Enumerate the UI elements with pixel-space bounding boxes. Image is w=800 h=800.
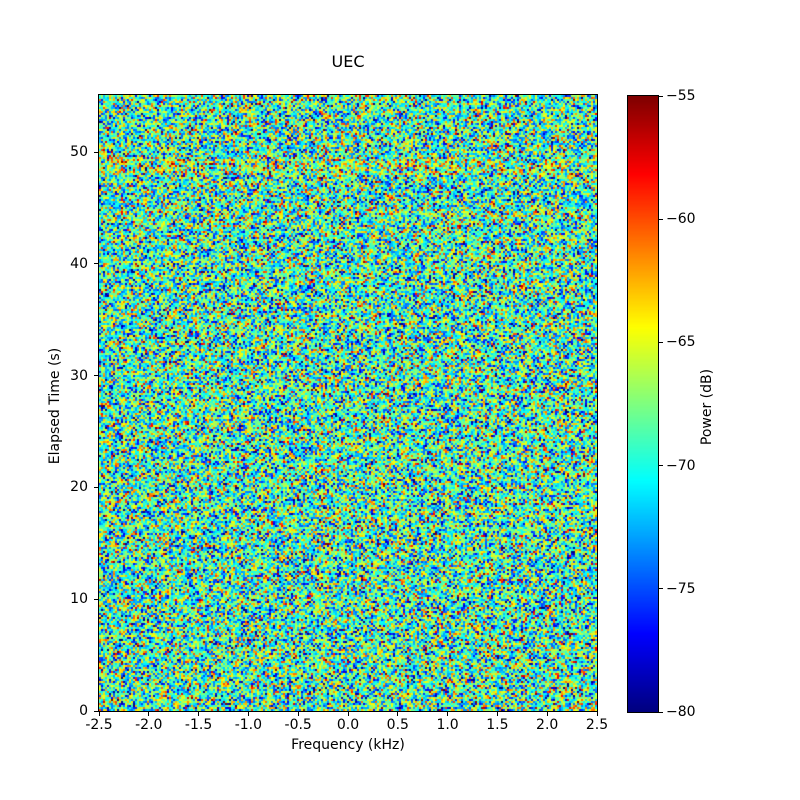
colorbar <box>627 95 659 713</box>
x-tick <box>397 712 399 716</box>
colorbar-tick <box>659 218 663 220</box>
x-tick <box>198 712 200 716</box>
x-tick-label: -2.5 <box>85 717 113 733</box>
x-tick <box>148 712 150 716</box>
spectrogram-canvas <box>99 95 597 711</box>
colorbar-tick <box>659 341 663 343</box>
colorbar-tick-label: −70 <box>666 457 696 474</box>
y-tick-label: 50 <box>70 144 88 161</box>
x-tick-label: 2.5 <box>585 717 609 733</box>
y-tick <box>94 375 98 377</box>
y-tick <box>94 486 98 488</box>
y-tick-label: 10 <box>70 591 88 608</box>
x-tick-label: 0.5 <box>386 717 409 733</box>
x-tick <box>297 712 299 716</box>
y-tick <box>94 151 98 153</box>
x-tick-label: 2.0 <box>536 717 559 733</box>
y-tick <box>94 263 98 265</box>
y-tick-label: 0 <box>79 703 88 719</box>
colorbar-gradient-canvas <box>628 96 658 712</box>
y-tick-label: 30 <box>70 367 88 384</box>
y-tick <box>94 710 98 712</box>
x-tick-label: 0.0 <box>336 717 360 733</box>
x-tick <box>546 712 548 716</box>
x-tick-label: -1.0 <box>234 717 263 733</box>
x-tick <box>247 712 249 716</box>
x-axis-label: Frequency (kHz) <box>291 737 405 753</box>
colorbar-tick <box>659 711 663 713</box>
colorbar-label: Power (dB) <box>699 368 715 446</box>
x-tick-label: 1.0 <box>436 717 459 733</box>
x-tick <box>496 712 498 716</box>
x-tick <box>596 712 598 716</box>
colorbar-tick-label: −55 <box>666 88 696 104</box>
colorbar-tick <box>659 465 663 467</box>
x-tick-label: -2.0 <box>135 717 163 733</box>
colorbar-tick-label: −75 <box>666 580 696 597</box>
x-tick <box>447 712 449 716</box>
colorbar-tick-label: −65 <box>666 334 696 351</box>
y-tick-label: 40 <box>70 255 88 272</box>
y-axis-label: Elapsed Time (s) <box>47 347 63 465</box>
x-tick <box>347 712 349 716</box>
colorbar-tick <box>659 588 663 590</box>
x-tick-label: -0.5 <box>284 717 312 733</box>
x-tick-label: 1.5 <box>486 717 509 733</box>
colorbar-tick-label: −60 <box>666 211 696 228</box>
title-line-main: UEC <box>331 52 365 71</box>
y-tick-label: 20 <box>70 479 88 496</box>
plot-area <box>98 94 598 712</box>
colorbar-tick-label: −80 <box>666 704 696 720</box>
colorbar-tick <box>659 95 663 97</box>
y-tick <box>94 598 98 600</box>
x-tick <box>98 712 100 716</box>
x-tick-label: -1.5 <box>184 717 213 733</box>
